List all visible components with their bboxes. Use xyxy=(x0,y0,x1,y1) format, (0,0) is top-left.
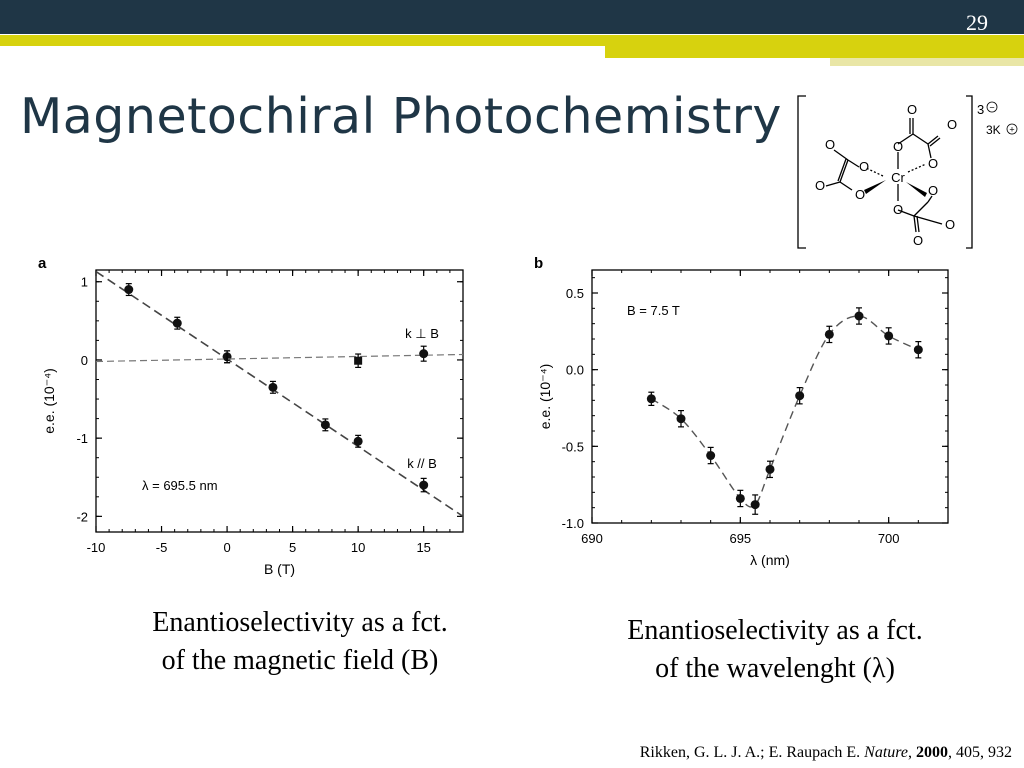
fit-line xyxy=(96,353,463,363)
data-point xyxy=(353,436,363,446)
x-tick-label: 15 xyxy=(416,540,430,555)
series-label: k // B xyxy=(407,456,437,471)
citation-year: 2000 xyxy=(916,744,948,761)
minus-circle-icon xyxy=(986,101,998,113)
data-point xyxy=(172,318,182,328)
charge-sign: − xyxy=(989,103,994,113)
citation-journal: Nature xyxy=(864,744,908,761)
oxygen-label: O xyxy=(947,117,957,132)
citation-separator: , xyxy=(908,744,916,761)
counterion-sign: + xyxy=(1009,125,1014,135)
data-point xyxy=(884,331,894,341)
x-tick-label: -10 xyxy=(87,540,106,555)
x-tick-label: 0 xyxy=(223,540,230,555)
caption-field: Enantioselectivity as a fct. of the magn… xyxy=(95,604,505,680)
x-tick-label: 5 xyxy=(289,540,296,555)
y-tick-label: 1 xyxy=(81,275,88,290)
caption-wavelength-line1: Enantioselectivity as a fct. xyxy=(627,615,923,646)
caption-wavelength: Enantioselectivity as a fct. of the wave… xyxy=(570,612,980,688)
oxygen-label: O xyxy=(859,159,869,174)
chart-annotation: B = 7.5 T xyxy=(627,303,680,318)
x-axis-label: B (T) xyxy=(264,561,295,577)
oxygen-label: O xyxy=(893,139,903,154)
y-tick-label: -1.0 xyxy=(562,516,584,531)
data-point xyxy=(124,285,134,295)
plus-circle-icon xyxy=(1006,123,1018,135)
caption-wavelength-line2: of the wavelenght (λ) xyxy=(655,653,895,684)
charge-label: 3 xyxy=(977,102,984,117)
data-point xyxy=(795,391,805,401)
data-point xyxy=(268,382,278,392)
accent-stripe-light xyxy=(830,58,1024,66)
oxygen-label: O xyxy=(815,178,825,193)
x-tick-label: 695 xyxy=(729,531,751,546)
y-tick-label: -1 xyxy=(76,431,88,446)
oxygen-label: O xyxy=(928,156,938,171)
data-point xyxy=(913,345,923,355)
citation-authors: Rikken, G. L. J. A.; E. Raupach E. xyxy=(639,744,865,761)
accent-stripe xyxy=(0,35,1024,46)
data-point xyxy=(646,394,656,404)
chart-ee-vs-wavelength: b 690 695 700 0.5 0.0 -0.5 -1.0 λ (nm) e.e. (10⁻⁴… xyxy=(534,255,949,568)
y-axis-label: e.e. (10⁻⁴) xyxy=(537,364,553,430)
metal-center-label: Cr xyxy=(891,170,905,185)
chart-annotation: λ = 695.5 nm xyxy=(142,478,218,493)
oxygen-label: O xyxy=(893,202,903,217)
counterion-label: 3K xyxy=(986,123,1001,137)
panel-label: b xyxy=(534,255,543,272)
y-axis-label: e.e. (10⁻⁴) xyxy=(41,368,57,434)
y-tick-label: 0.0 xyxy=(566,363,584,378)
fit-line xyxy=(96,270,463,518)
oxygen-label: O xyxy=(855,187,865,202)
header-bar xyxy=(0,0,1024,34)
chromium-oxalate-structure: Cr O O O O O O O O O O O O 3 − 3K + xyxy=(797,95,1018,249)
data-point xyxy=(419,349,429,359)
oxygen-label: O xyxy=(825,137,835,152)
x-tick-label: 700 xyxy=(878,531,900,546)
series-label: k ⊥ B xyxy=(405,326,439,341)
data-point xyxy=(765,464,775,474)
y-tick-label: 0 xyxy=(81,353,88,368)
accent-stripe-short xyxy=(605,46,1024,58)
data-point xyxy=(824,329,834,339)
y-tick-label: 0.5 xyxy=(566,286,584,301)
x-tick-label: -5 xyxy=(156,540,168,555)
data-point xyxy=(320,420,330,430)
x-tick-label: 690 xyxy=(581,531,603,546)
caption-field-line2: of the magnetic field (B) xyxy=(161,645,439,676)
data-point xyxy=(354,356,363,365)
page-number: 29 xyxy=(966,10,988,35)
slide-title: Magnetochiral Photochemistry xyxy=(20,88,782,145)
oxygen-label: O xyxy=(928,183,938,198)
oxygen-label: O xyxy=(913,233,923,248)
citation-volume-pages: , 405, 932 xyxy=(948,744,1012,761)
oxygen-label: O xyxy=(907,102,917,117)
y-tick-label: -2 xyxy=(76,509,88,524)
data-point xyxy=(735,493,745,503)
oxygen-label: O xyxy=(945,217,955,232)
y-tick-label: -0.5 xyxy=(562,439,584,454)
data-point xyxy=(419,480,429,490)
data-point xyxy=(854,311,864,321)
data-point xyxy=(676,414,686,424)
x-tick-label: 10 xyxy=(351,540,365,555)
caption-field-line1: Enantioselectivity as a fct. xyxy=(152,607,448,638)
data-point xyxy=(706,451,716,461)
x-axis-label: λ (nm) xyxy=(750,552,790,568)
panel-label: a xyxy=(38,255,47,272)
series-line xyxy=(650,315,919,508)
data-point xyxy=(750,500,760,510)
citation: Rikken, G. L. J. A.; E. Raupach E. Natur… xyxy=(640,744,1012,762)
